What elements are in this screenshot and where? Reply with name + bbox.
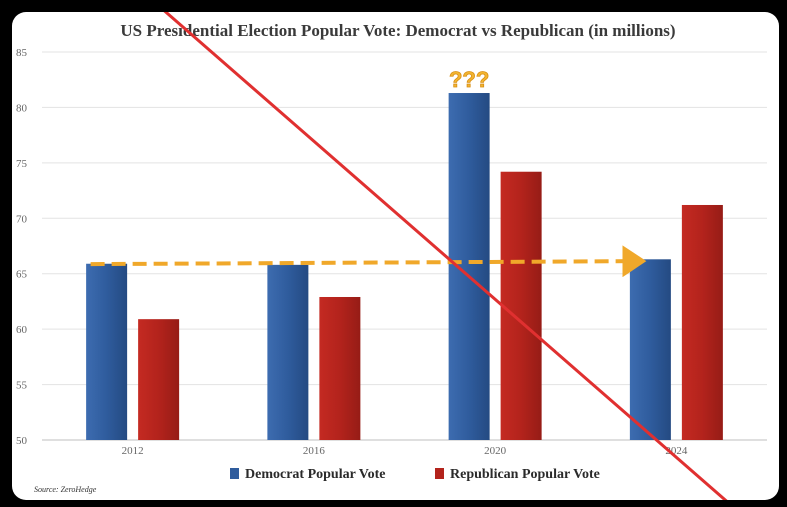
y-tick-label: 75 [16,158,28,170]
democrat-bar-2012 [86,263,128,440]
bars [86,93,723,440]
y-tick-label: 80 [16,102,28,114]
legend-entry: Democrat Popular Vote [245,467,386,482]
democrat-bar-2024 [629,259,671,440]
x-tick-label: 2016 [303,445,326,457]
y-tick-label: 55 [16,380,28,392]
y-tick-label: 70 [16,213,28,225]
y-tick-label: 65 [16,269,28,281]
x-tick-label: 2020 [484,445,507,457]
y-tick-label: 60 [16,324,28,336]
democrat-bar-2020 [448,93,490,440]
question-marks-annotation: ??? [449,67,489,92]
republican-bar-2012 [138,319,180,440]
y-tick-label: 50 [16,435,28,447]
x-axis-ticks: 2012 2016 2020 2024 [122,445,688,457]
trend-arrow [90,245,647,278]
legend-entry: Republican Popular Vote [450,467,600,482]
strike-through-line [163,12,728,500]
source-note: Source: ZeroHedge [34,485,97,494]
annotations: ??? [90,12,728,500]
republican-bar-2016 [319,296,361,440]
y-axis-ticks: 50 55 60 65 70 75 80 85 [16,47,28,447]
chart-frame: US Presidential Election Popular Vote: D… [12,12,779,500]
bar-chart: US Presidential Election Popular Vote: D… [16,12,767,500]
legend-swatch [230,468,239,479]
republican-bar-2024 [681,204,723,440]
legend-swatch [435,468,444,479]
x-tick-label: 2012 [122,445,144,457]
republican-bar-2020 [500,171,542,440]
democrat-bar-2016 [267,264,309,440]
legend: Democrat Popular Vote Republican Popular … [230,467,600,482]
chart-title: US Presidential Election Popular Vote: D… [120,21,675,40]
y-tick-label: 85 [16,47,28,59]
